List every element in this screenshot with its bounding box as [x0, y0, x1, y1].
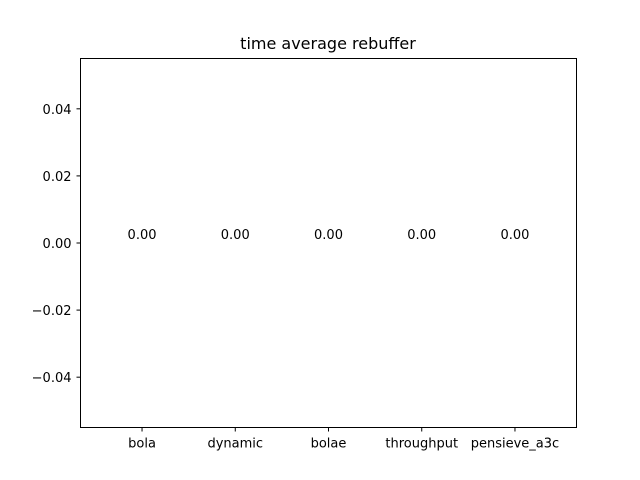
y-axis: −0.04 −0.02 0.00 0.02 0.04 [32, 103, 81, 386]
chart-title: time average rebuffer [240, 34, 416, 53]
data-label-dynamic: 0.00 [221, 228, 250, 243]
data-label-bolae: 0.00 [314, 228, 343, 243]
y-tick-label-2: 0.00 [43, 237, 72, 252]
data-labels: 0.00 0.00 0.00 0.00 0.00 [128, 228, 530, 243]
data-label-pensieve_a3c: 0.00 [500, 228, 529, 243]
x-tick-label-pensieve_a3c: pensieve_a3c [471, 437, 559, 452]
y-tick-label-3: 0.02 [43, 170, 72, 185]
x-tick-label-bola: bola [128, 437, 156, 452]
plot-area-frame [80, 58, 577, 428]
x-tick-label-throughput: throughput [385, 437, 458, 452]
y-tick-label-0: −0.04 [32, 371, 72, 386]
y-tick-label-1: −0.02 [32, 304, 72, 319]
y-tick-label-4: 0.04 [43, 103, 72, 118]
x-tick-label-dynamic: dynamic [207, 437, 263, 452]
x-axis: bola dynamic bolae throughput pensieve_a3c [128, 427, 559, 452]
data-label-bola: 0.00 [128, 228, 157, 243]
data-label-throughput: 0.00 [407, 228, 436, 243]
x-tick-label-bolae: bolae [311, 437, 347, 452]
